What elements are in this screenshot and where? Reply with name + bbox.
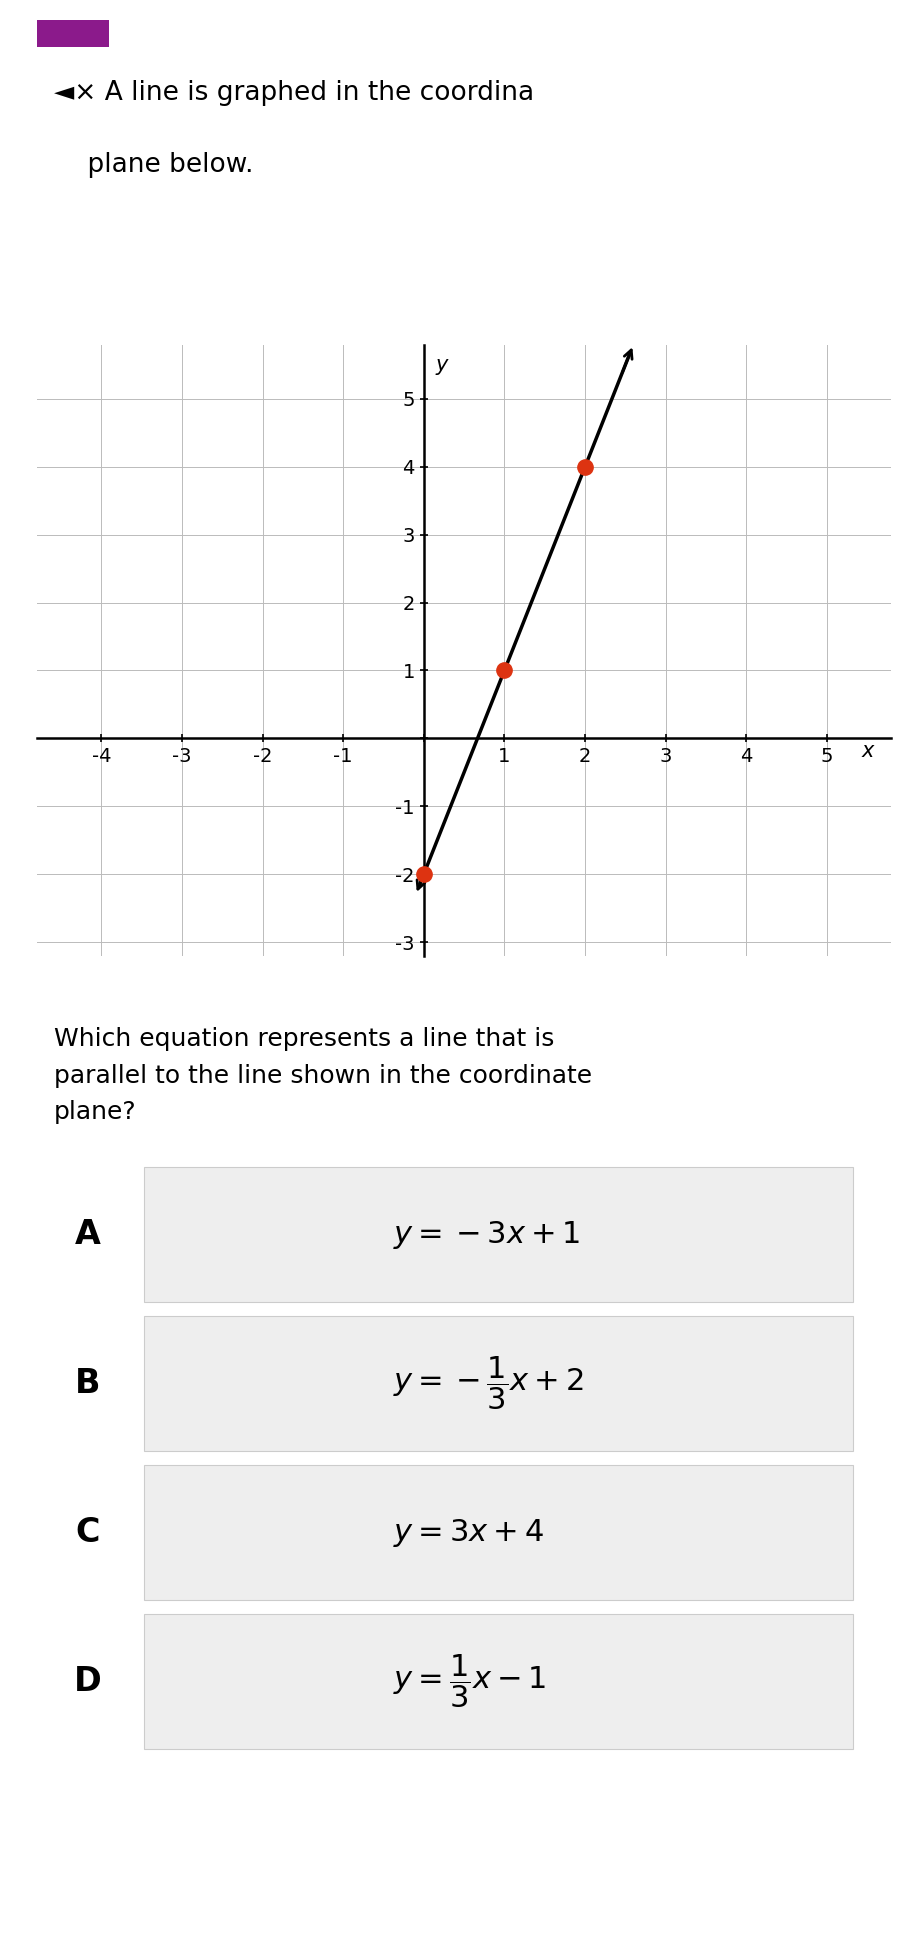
Text: $y = \dfrac{1}{3}x - 1$: $y = \dfrac{1}{3}x - 1$ (393, 1652, 547, 1711)
Bar (37, 20, 109, 47)
Text: C: C (75, 1517, 100, 1548)
Text: Which equation represents a line that is
parallel to the line shown in the coord: Which equation represents a line that is… (54, 1028, 592, 1124)
FancyBboxPatch shape (143, 1167, 853, 1302)
Text: ◄× A line is graphed in the coordina: ◄× A line is graphed in the coordina (54, 80, 534, 106)
Text: x: x (861, 741, 873, 760)
Text: D: D (74, 1666, 102, 1699)
FancyBboxPatch shape (143, 1316, 853, 1451)
Text: B: B (75, 1367, 101, 1400)
Text: $y = -\dfrac{1}{3}x + 2$: $y = -\dfrac{1}{3}x + 2$ (393, 1355, 584, 1412)
FancyBboxPatch shape (143, 1464, 853, 1601)
Text: $y = -3x + 1$: $y = -3x + 1$ (393, 1218, 580, 1251)
Text: y: y (436, 356, 448, 375)
FancyBboxPatch shape (143, 1615, 853, 1750)
Text: $y = 3x + 4$: $y = 3x + 4$ (393, 1517, 544, 1548)
Text: plane below.: plane below. (54, 152, 254, 178)
Text: A: A (75, 1218, 101, 1251)
